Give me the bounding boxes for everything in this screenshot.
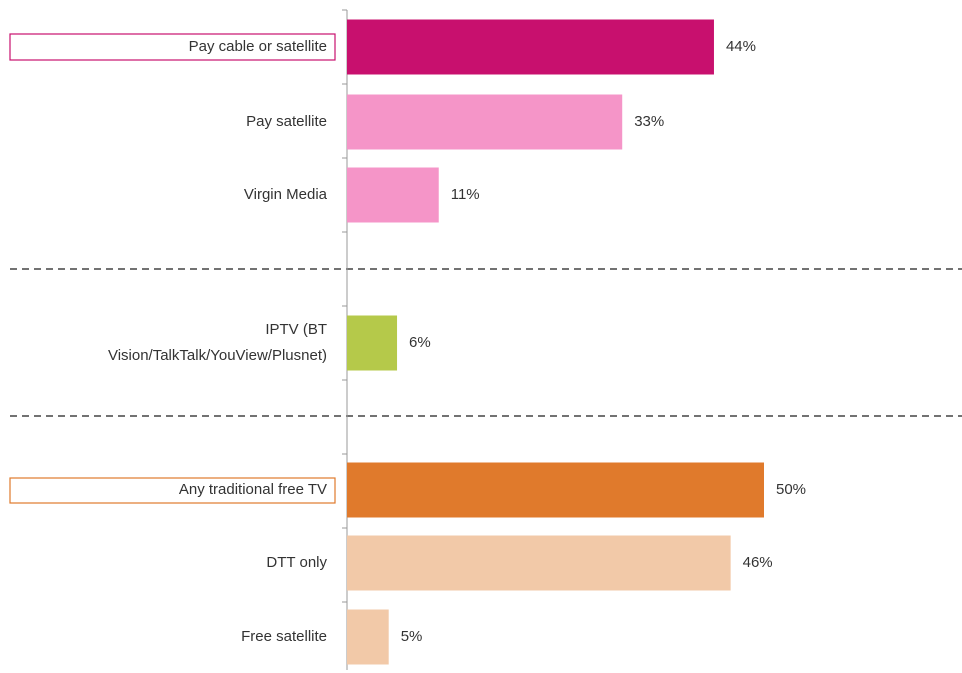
category-label: IPTV (BT Vision/TalkTalk/YouView/Plusnet) <box>108 321 327 364</box>
category-label: Pay cable or satellite <box>189 38 327 55</box>
category-label: Pay satellite <box>246 113 327 130</box>
bar <box>347 462 764 518</box>
category-label: Free satellite <box>241 628 327 645</box>
bar <box>347 167 439 223</box>
value-label: 46% <box>743 554 773 571</box>
bar <box>347 94 623 150</box>
bar <box>347 609 389 665</box>
label-box <box>9 477 336 504</box>
value-label: 5% <box>401 628 423 645</box>
value-label: 11% <box>451 186 480 203</box>
value-label: 6% <box>409 334 431 351</box>
category-label: DTT only <box>266 554 327 571</box>
bar <box>347 535 731 591</box>
category-label: Any traditional free TV <box>179 481 327 498</box>
value-label: 44% <box>726 38 756 55</box>
bar <box>347 19 714 75</box>
value-label: 50% <box>776 481 806 498</box>
value-label: 33% <box>634 113 664 130</box>
category-label: Virgin Media <box>244 186 328 203</box>
bar <box>347 315 398 371</box>
label-box <box>9 33 336 61</box>
